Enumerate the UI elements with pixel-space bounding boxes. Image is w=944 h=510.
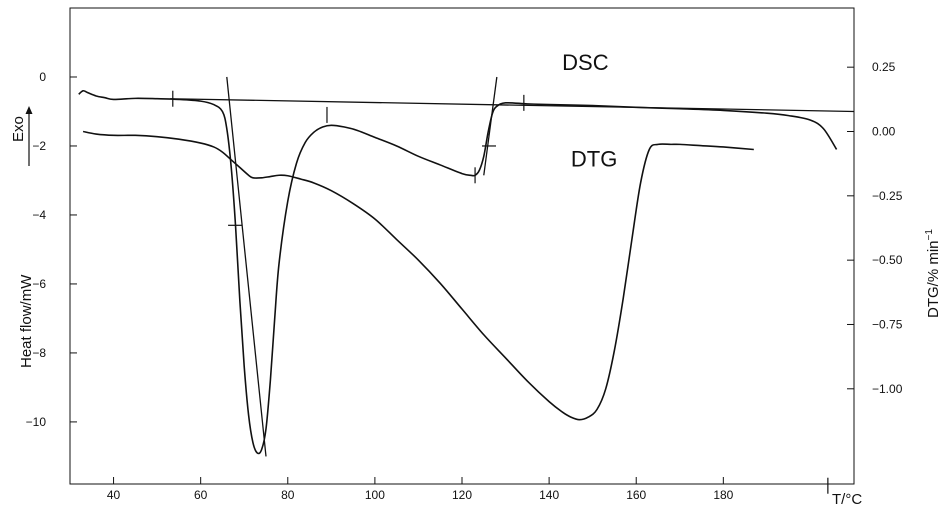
left-tick-label: −4: [32, 208, 46, 222]
x-axis-title: T/°C: [832, 491, 862, 508]
exo-label: Exo: [10, 116, 27, 142]
series-label-dtg: DTG: [571, 147, 617, 172]
left-tick-label: 0: [39, 70, 46, 84]
x-tick-label: 100: [365, 488, 385, 502]
right-tick-label: 0.00: [872, 125, 896, 139]
right-axis-title-group: DTG/% min−1: [924, 229, 942, 318]
right-tick-label: −1.00: [872, 382, 903, 396]
right-tick-label: −0.25: [872, 189, 903, 203]
left-axis-title: Heat flow/mW: [18, 274, 35, 368]
x-tick-label: 120: [452, 488, 472, 502]
left-tick-label: −6: [32, 277, 46, 291]
labels-layer: DSC DTG: [562, 50, 617, 172]
right-axis-title-main: DTG/% min: [925, 240, 942, 318]
x-tick-label: 160: [626, 488, 646, 502]
x-tick-label: 40: [107, 488, 121, 502]
left-tick-label: −2: [32, 139, 46, 153]
plot-frame: [69, 7, 855, 485]
x-tick-label: 60: [194, 488, 208, 502]
exo-arrow-head-icon: [25, 106, 33, 114]
x-axis: 40 60 80 100 120 140 160 180: [107, 477, 734, 502]
x-tick-label: 80: [281, 488, 295, 502]
right-tick-label: −0.75: [872, 317, 903, 331]
exo-indicator: Exo: [10, 106, 33, 166]
left-axis-title-group: Heat flow/mW: [18, 274, 35, 368]
series-layer: [78, 89, 838, 455]
series-line-dsc: [78, 89, 838, 455]
x-tick-label: 180: [713, 488, 733, 502]
right-tick-label: 0.25: [872, 60, 896, 74]
left-y-axis: 0 −2 −4 −6 −8 −10: [26, 70, 77, 429]
series-label-dsc: DSC: [562, 50, 609, 75]
right-y-axis: 0.25 0.00 −0.25 −0.50 −0.75 −1.00: [847, 60, 903, 396]
plot-border: [69, 7, 855, 485]
construction-lines: [170, 76, 855, 494]
right-axis-title: DTG/% min−1: [924, 229, 942, 318]
series-line-dtg: [82, 130, 754, 421]
x-tick-label: 140: [539, 488, 559, 502]
right-tick-label: −0.50: [872, 253, 903, 267]
left-tick-label: −10: [26, 415, 47, 429]
left-tick-label: −8: [32, 346, 46, 360]
right-axis-title-superscript: −1: [924, 229, 935, 241]
construction-line: [483, 76, 498, 176]
construction-line: [226, 76, 267, 457]
construction-line: [170, 98, 855, 113]
